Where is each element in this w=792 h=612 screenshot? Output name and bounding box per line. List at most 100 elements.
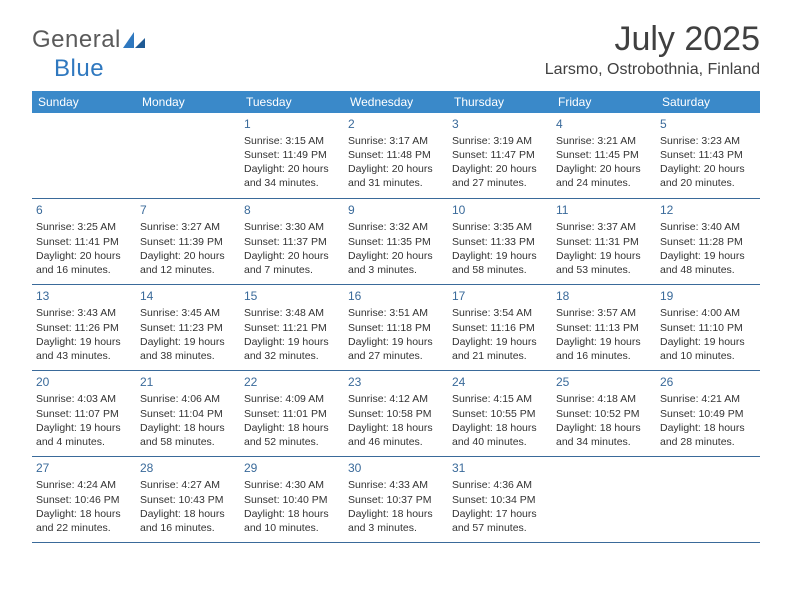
day-number: 17 [452, 288, 548, 304]
header-right: July 2025 Larsmo, Ostrobothnia, Finland [545, 20, 760, 79]
calendar-cell: 1Sunrise: 3:15 AMSunset: 11:49 PMDayligh… [240, 113, 344, 199]
sunset-text: Sunset: 11:07 PM [36, 407, 132, 421]
calendar-cell: 26Sunrise: 4:21 AMSunset: 10:49 PMDaylig… [656, 371, 760, 457]
daylight-text: and 7 minutes. [244, 263, 340, 277]
daylight-text: Daylight: 18 hours [140, 507, 236, 521]
daylight-text: Daylight: 19 hours [140, 335, 236, 349]
calendar-cell: 12Sunrise: 3:40 AMSunset: 11:28 PMDaylig… [656, 199, 760, 285]
sunrise-text: Sunrise: 3:51 AM [348, 306, 444, 320]
calendar-cell: 18Sunrise: 3:57 AMSunset: 11:13 PMDaylig… [552, 285, 656, 371]
day-number: 13 [36, 288, 132, 304]
sunset-text: Sunset: 10:43 PM [140, 493, 236, 507]
day-number: 25 [556, 374, 652, 390]
day-number: 20 [36, 374, 132, 390]
daylight-text: and 57 minutes. [452, 521, 548, 535]
calendar-cell: 3Sunrise: 3:19 AMSunset: 11:47 PMDayligh… [448, 113, 552, 199]
day-number: 18 [556, 288, 652, 304]
sunset-text: Sunset: 10:52 PM [556, 407, 652, 421]
daylight-text: Daylight: 18 hours [36, 507, 132, 521]
daylight-text: and 12 minutes. [140, 263, 236, 277]
weekday-header: Wednesday [344, 91, 448, 113]
daylight-text: Daylight: 20 hours [244, 249, 340, 263]
calendar-cell: 20 Sunrise: 4:03 AMSunset: 11:07 PMDaylig… [32, 371, 136, 457]
daylight-text: Daylight: 18 hours [348, 421, 444, 435]
calendar-cell: 15Sunrise: 3:48 AMSunset: 11:21 PMDaylig… [240, 285, 344, 371]
sunset-text: Sunset: 10:34 PM [452, 493, 548, 507]
sunset-text: Sunset: 10:55 PM [452, 407, 548, 421]
day-number: 26 [660, 374, 756, 390]
daylight-text: and 22 minutes. [36, 521, 132, 535]
calendar-cell: 4Sunrise: 3:21 AMSunset: 11:45 PMDayligh… [552, 113, 656, 199]
sunset-text: Sunset: 11:41 PM [36, 235, 132, 249]
brand-sail-icon [123, 27, 145, 55]
sunrise-text: Sunrise: 4:09 AM [244, 392, 340, 406]
daylight-text: Daylight: 20 hours [244, 162, 340, 176]
sunrise-text: Sunrise: 3:17 AM [348, 134, 444, 148]
daylight-text: Daylight: 20 hours [348, 162, 444, 176]
sunrise-text: Sunrise: 4:21 AM [660, 392, 756, 406]
sunrise-text: Sunrise: 3:45 AM [140, 306, 236, 320]
calendar-cell: 30Sunrise: 4:33 AMSunset: 10:37 PMDaylig… [344, 457, 448, 543]
sunrise-text: Sunrise: 3:27 AM [140, 220, 236, 234]
sunrise-text: Sunrise: 3:54 AM [452, 306, 548, 320]
daylight-text: Daylight: 18 hours [660, 421, 756, 435]
sunrise-text: Sunrise: 4:12 AM [348, 392, 444, 406]
daylight-text: and 34 minutes. [244, 176, 340, 190]
brand-part1: General [32, 26, 121, 53]
sunrise-text: Sunrise: 4:00 AM [660, 306, 756, 320]
daylight-text: Daylight: 20 hours [452, 162, 548, 176]
daylight-text: Daylight: 18 hours [452, 421, 548, 435]
sunrise-text: Sunrise: 4:27 AM [140, 478, 236, 492]
daylight-text: and 52 minutes. [244, 435, 340, 449]
daylight-text: Daylight: 19 hours [36, 421, 132, 435]
day-number: 29 [244, 460, 340, 476]
sunrise-text: Sunrise: 3:15 AM [244, 134, 340, 148]
calendar-cell [552, 457, 656, 543]
day-number: 3 [452, 116, 548, 132]
calendar-cell: 29Sunrise: 4:30 AMSunset: 10:40 PMDaylig… [240, 457, 344, 543]
sunset-text: Sunset: 11:45 PM [556, 148, 652, 162]
day-number: 28 [140, 460, 236, 476]
brand-logo: General Blue [32, 20, 145, 83]
calendar-week: 1Sunrise: 3:15 AMSunset: 11:49 PMDayligh… [32, 113, 760, 199]
calendar-cell: 11Sunrise: 3:37 AMSunset: 11:31 PMDaylig… [552, 199, 656, 285]
daylight-text: Daylight: 18 hours [556, 421, 652, 435]
daylight-text: Daylight: 19 hours [348, 335, 444, 349]
calendar-cell: 21Sunrise: 4:06 AMSunset: 11:04 PMDaylig… [136, 371, 240, 457]
day-number: 5 [660, 116, 756, 132]
day-number: 15 [244, 288, 340, 304]
calendar-cell [136, 113, 240, 199]
daylight-text: and 16 minutes. [36, 263, 132, 277]
daylight-text: Daylight: 19 hours [660, 335, 756, 349]
day-number: 11 [556, 202, 652, 218]
sunset-text: Sunset: 11:10 PM [660, 321, 756, 335]
daylight-text: and 58 minutes. [452, 263, 548, 277]
sunrise-text: Sunrise: 3:35 AM [452, 220, 548, 234]
calendar-cell: 2Sunrise: 3:17 AMSunset: 11:48 PMDayligh… [344, 113, 448, 199]
sunset-text: Sunset: 11:13 PM [556, 321, 652, 335]
day-number: 19 [660, 288, 756, 304]
sunset-text: Sunset: 11:26 PM [36, 321, 132, 335]
sunset-text: Sunset: 11:28 PM [660, 235, 756, 249]
sunrise-text: Sunrise: 3:37 AM [556, 220, 652, 234]
daylight-text: and 32 minutes. [244, 349, 340, 363]
sunrise-text: Sunrise: 4:03 AM [36, 392, 132, 406]
calendar-cell: 5Sunrise: 3:23 AMSunset: 11:43 PMDayligh… [656, 113, 760, 199]
daylight-text: and 46 minutes. [348, 435, 444, 449]
daylight-text: Daylight: 20 hours [36, 249, 132, 263]
calendar-cell: 31Sunrise: 4:36 AMSunset: 10:34 PMDaylig… [448, 457, 552, 543]
sunset-text: Sunset: 11:49 PM [244, 148, 340, 162]
daylight-text: and 43 minutes. [36, 349, 132, 363]
daylight-text: Daylight: 17 hours [452, 507, 548, 521]
daylight-text: and 24 minutes. [556, 176, 652, 190]
sunset-text: Sunset: 11:23 PM [140, 321, 236, 335]
day-number: 4 [556, 116, 652, 132]
daylight-text: and 38 minutes. [140, 349, 236, 363]
daylight-text: and 10 minutes. [660, 349, 756, 363]
day-number: 7 [140, 202, 236, 218]
daylight-text: Daylight: 20 hours [140, 249, 236, 263]
day-number: 24 [452, 374, 548, 390]
daylight-text: and 3 minutes. [348, 263, 444, 277]
location-text: Larsmo, Ostrobothnia, Finland [545, 61, 760, 79]
weekday-header: Friday [552, 91, 656, 113]
